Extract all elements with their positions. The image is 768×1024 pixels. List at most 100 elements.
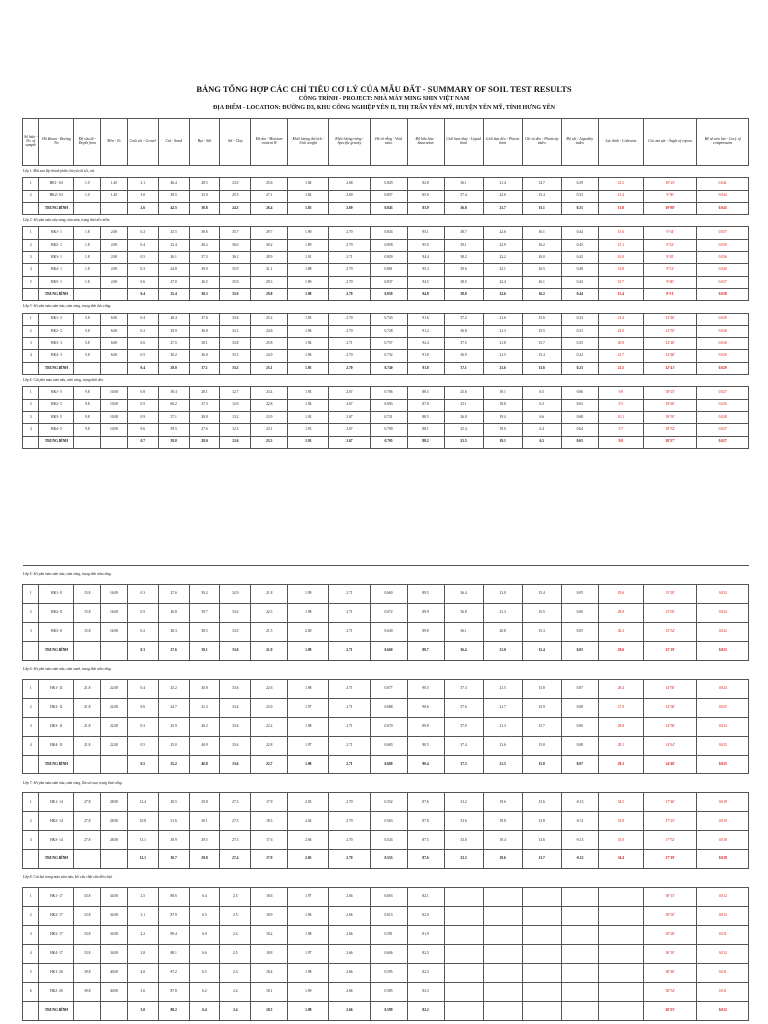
cell: 2.1 (126, 177, 159, 191)
cell: 1.93 (287, 386, 330, 400)
cell: 0.027 (696, 386, 749, 400)
cell (521, 887, 562, 908)
cell: 95.3 (406, 263, 445, 277)
cell: 1.96 (287, 349, 330, 363)
cell: 29.9 (157, 324, 190, 339)
cell: 28.5 (188, 177, 221, 191)
section-row: Lớp 8: Cát hạt trung màu xám nâu, kết cấ… (22, 868, 749, 889)
cell: 41.3 (188, 697, 221, 718)
cell: HK1- 0.5 (38, 177, 75, 191)
cell: 0.08 (560, 735, 599, 756)
cell: 6.0 (188, 925, 221, 946)
section-title: Lớp 7: Sét pha màu xám nâu, xám vàng, lẫ… (22, 773, 749, 794)
cell: 10.1 (597, 410, 644, 425)
cell: 2.00 (100, 263, 128, 277)
cell: 88.6 (157, 887, 190, 908)
cell (100, 754, 128, 775)
cell: 6.4 (188, 1000, 221, 1021)
cell: 6.5 (521, 386, 562, 400)
cell: 0.677 (369, 678, 408, 699)
cell: -0.13 (560, 830, 599, 851)
cell: 57.1 (157, 410, 190, 425)
cell: 27.8 (73, 792, 102, 813)
data-row: 4 HK4- 17 33.8 34.00 2.8 88.1 6.6 2.5 18.8 1.97 2.… (21, 944, 750, 965)
cell: 12.1 (126, 849, 159, 870)
cell (443, 1000, 484, 1021)
cell: 2.68 (328, 177, 371, 191)
cell: 27.5 (157, 337, 190, 351)
cell: -0.13 (560, 792, 599, 813)
cell: 88.2 (157, 1000, 190, 1021)
cell: 23.0 (219, 177, 252, 191)
cell: 9°40' (642, 275, 698, 289)
section-row: Lớp 2: Sét pha màu nâu vàng, nâu xám, tr… (22, 214, 749, 228)
cell: 2.6 (126, 201, 159, 216)
cell (443, 944, 484, 965)
cell: 1 (21, 226, 40, 240)
cell: 1.95 (287, 312, 330, 326)
cell: 0.721 (369, 410, 408, 425)
cell (597, 1000, 644, 1021)
data-row: 4 HK4- 11 21.8 22.00 0.5 25.0 40.9 33.6 22.8 1.97… (21, 735, 750, 756)
cell: 0.603 (369, 887, 408, 908)
cell: 0.31 (560, 201, 599, 216)
data-row: 3 HK3- 3 5.8 6.00 0.6 27.5 38.1 33.8 25.8 1.94 2.7… (21, 337, 749, 351)
cell: 2.5 (219, 887, 252, 908)
cell: 0.660 (369, 640, 408, 661)
cell: 15.5 (521, 324, 562, 339)
cell: 22.7 (250, 754, 289, 775)
cell: 21.0 (482, 640, 523, 661)
cell: 27.9 (597, 697, 644, 718)
cell: 6.00 (100, 337, 128, 351)
cell: 9.8 (73, 410, 102, 425)
cell: 58.8 (157, 435, 190, 449)
cell: 1.97 (287, 887, 330, 908)
cell: 18°10' (642, 410, 698, 425)
cell: 22.00 (100, 678, 128, 699)
data-row: 3 HK3- 17 33.8 34.00 2.2 89.4 6.0 2.4 18.2 1.98 2.… (21, 925, 750, 946)
cell: 13.2 (219, 410, 252, 425)
cell: 27.1 (250, 189, 289, 203)
cell: 25.4 (157, 287, 190, 302)
cell: 1.98 (287, 1000, 330, 1021)
cell: 15.4 (521, 583, 562, 604)
data-row: 2 HK2- 17 33.8 34.00 3.1 87.9 6.5 2.5 18.9 1.96 2.… (21, 906, 750, 927)
cell: 12.3 (219, 423, 252, 437)
cell: 9.5 (597, 398, 644, 412)
cell: 88.1 (406, 423, 445, 437)
cell: TRUNG BÌNH (38, 201, 75, 216)
cell: 15.4 (521, 640, 562, 661)
cell: 29.8 (188, 792, 221, 813)
cell: 10.00 (100, 410, 128, 425)
cell: TRUNG BÌNH (38, 640, 75, 661)
data-row: 2 HK2- 1 1.8 2.00 0.4 23.4 40.2 36.0 30.2 1.89 2.7… (21, 238, 749, 253)
cell: 0.683 (369, 735, 408, 756)
cell (597, 925, 644, 946)
cell: 1 (21, 386, 40, 400)
cell: 2.69 (328, 189, 371, 203)
cell: 87.8 (406, 398, 445, 412)
cell: 21.6 (482, 735, 523, 756)
cell: 0.018 (696, 849, 750, 870)
cell: 2.67 (328, 386, 371, 400)
cell: 5.8 (73, 337, 102, 351)
cell: 36.9 (443, 349, 484, 363)
data-table: Lớp 5: Sét pha màu xám nâu, xám vàng, tr… (21, 565, 750, 1021)
cell: 82.2 (406, 1000, 445, 1021)
cell: 2.66 (328, 887, 371, 908)
cell: 36.0 (219, 238, 252, 253)
cell: 0.4 (126, 287, 159, 302)
cell: HK2- 8 (38, 602, 75, 623)
cell: 82.3 (406, 981, 445, 1002)
cell: 15.7 (521, 716, 562, 737)
cell: 27.4 (219, 849, 252, 870)
cell: 1.82 (287, 189, 330, 203)
data-row: 3 HK3- 8 15.8 16.00 0.2 28.3 38.5 33.0 21.5 2.00 2… (21, 621, 750, 642)
cell: 0.613 (369, 906, 408, 927)
cell: 82.3 (406, 963, 445, 983)
cell: 22.6 (482, 226, 523, 240)
cell: 2.05 (287, 792, 330, 813)
cell: 0.011 (696, 925, 750, 946)
section-title: Lớp 8: Cát hạt trung màu xám nâu, kết cấ… (22, 868, 749, 889)
cell: 10°25' (642, 177, 698, 191)
